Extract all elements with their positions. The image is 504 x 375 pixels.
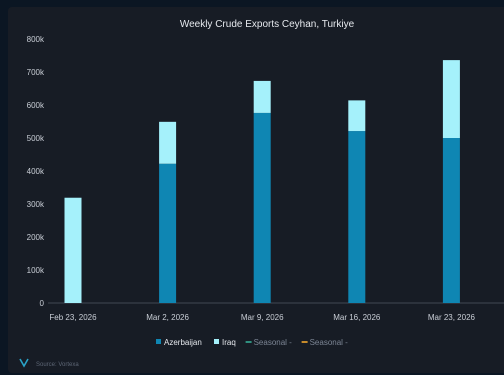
legend-item[interactable]: Iraq: [214, 338, 236, 347]
bar-azerbaijan[interactable]: [348, 131, 366, 303]
legend-swatch-icon: [156, 339, 161, 344]
y-tick-label: 600k: [27, 101, 45, 110]
y-tick-label: 200k: [27, 233, 45, 242]
legend-label: Seasonal -: [310, 338, 349, 347]
y-axis: 0 100k 200k 300k 400k 500k 600k 700k 800k: [27, 35, 45, 308]
legend-item[interactable]: Azerbaijan: [156, 338, 202, 347]
bar-iraq[interactable]: [253, 80, 271, 113]
bar-iraq[interactable]: [442, 60, 460, 139]
x-tick-label: Mar 2, 2026: [146, 313, 189, 322]
y-tick-label: 500k: [27, 134, 45, 143]
x-tick-label: Mar 23, 2026: [428, 313, 476, 322]
bars: [64, 60, 460, 303]
x-tick-label: Mar 9, 2026: [241, 313, 284, 322]
bar-azerbaijan[interactable]: [253, 112, 271, 303]
y-tick-label: 100k: [27, 266, 45, 275]
legend[interactable]: Azerbaijan Iraq Seasonal - Seasonal -: [156, 338, 348, 347]
legend-item[interactable]: Seasonal -: [245, 338, 293, 347]
y-tick-label: 800k: [27, 35, 45, 44]
bar-azerbaijan[interactable]: [442, 138, 460, 303]
bar-iraq[interactable]: [64, 197, 82, 303]
legend-item[interactable]: Seasonal -: [301, 338, 349, 347]
vortexa-logo-icon: [19, 358, 29, 368]
x-axis: Feb 23, 2026 Mar 2, 2026 Mar 9, 2026 Mar 16…: [49, 313, 476, 322]
chart-title: Weekly Crude Exports Ceyhan, Turkiye: [180, 19, 355, 30]
x-tick-label: Feb 23, 2026: [49, 313, 97, 322]
y-tick-label: 0: [40, 299, 45, 308]
legend-label: Seasonal -: [254, 338, 293, 347]
y-tick-label: 700k: [27, 68, 45, 77]
bar-azerbaijan[interactable]: [159, 163, 177, 303]
x-tick-label: Mar 16, 2026: [333, 313, 381, 322]
y-tick-label: 300k: [27, 200, 45, 209]
y-tick-label: 400k: [27, 167, 45, 176]
legend-label: Iraq: [222, 338, 236, 347]
legend-swatch-icon: [214, 339, 219, 344]
bar-iraq[interactable]: [348, 100, 366, 132]
bar-iraq[interactable]: [159, 121, 177, 164]
legend-label: Azerbaijan: [164, 338, 202, 347]
source-text: Source: Vortexa: [36, 362, 79, 368]
source-note: Source: Vortexa: [19, 358, 79, 368]
